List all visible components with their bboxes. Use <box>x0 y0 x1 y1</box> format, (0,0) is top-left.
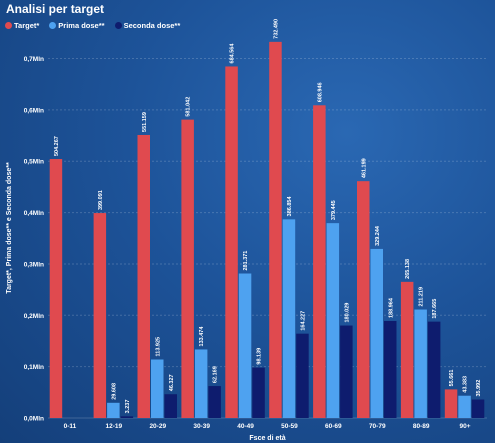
bar <box>252 367 265 418</box>
data-label: 98.139 <box>257 348 263 365</box>
data-label: 379.445 <box>331 200 337 220</box>
bar <box>107 402 120 418</box>
bar <box>120 416 134 418</box>
bar <box>296 333 309 418</box>
data-label: 386.854 <box>287 196 293 217</box>
data-label: 187.665 <box>432 299 438 319</box>
legend-label: Seconda dose** <box>123 20 181 30</box>
bar <box>384 320 397 418</box>
x-tick-label: 0-11 <box>64 423 77 430</box>
legend-label: Prima dose** <box>58 20 105 30</box>
data-label: 29.608 <box>111 383 117 400</box>
data-label: 3.237 <box>125 400 131 414</box>
legend: Target* Prima dose** Seconda dose** <box>5 19 186 31</box>
data-label: 43.383 <box>463 376 469 393</box>
legend-swatch <box>5 21 12 29</box>
data-label: 684.564 <box>230 43 236 64</box>
bar <box>269 41 282 419</box>
bar <box>151 359 164 418</box>
data-label: 281.371 <box>243 251 249 271</box>
y-tick-label: 0,2Mln <box>24 313 44 320</box>
data-label: 211.219 <box>419 287 425 307</box>
bar <box>313 105 326 418</box>
x-tick-label: 50-59 <box>281 423 298 430</box>
y-tick-label: 0,0Mln <box>24 416 44 423</box>
bar <box>194 349 208 418</box>
bar <box>471 399 485 418</box>
bar <box>93 213 107 418</box>
bar <box>444 389 458 418</box>
y-axis-title: Target*, Prima dose** e Seconda dose** <box>6 162 13 294</box>
legend-item[interactable]: Prima dose** <box>49 20 105 30</box>
data-label: 133.474 <box>199 326 205 347</box>
x-tick-label: 12-19 <box>106 423 123 430</box>
x-tick-label: 70-79 <box>369 423 386 430</box>
bar <box>208 386 221 418</box>
data-label: 180.029 <box>344 303 350 323</box>
data-label: 461.199 <box>361 158 367 178</box>
data-label: 164.227 <box>300 311 306 331</box>
bar <box>164 394 177 418</box>
data-label: 551.159 <box>142 112 148 132</box>
x-tick-label: 60-69 <box>325 423 342 430</box>
data-label: 265.138 <box>405 259 411 279</box>
y-tick-label: 0,3Mln <box>24 261 44 268</box>
data-label: 608.946 <box>317 82 323 102</box>
data-label: 188.964 <box>388 297 394 318</box>
data-label: 329.244 <box>375 225 381 246</box>
bar <box>282 219 296 418</box>
data-label: 62.169 <box>213 366 219 383</box>
x-tick-label: 20-29 <box>149 423 166 430</box>
data-label: 732.490 <box>273 19 279 39</box>
data-label: 581.042 <box>186 97 192 117</box>
data-label: 504.267 <box>54 136 60 156</box>
bar <box>370 248 383 418</box>
bar <box>414 309 427 418</box>
bar <box>326 223 340 418</box>
bar <box>49 159 63 419</box>
x-tick-label: 80-89 <box>413 423 430 430</box>
legend-swatch <box>114 21 122 29</box>
chart-title: Analisi per target <box>6 2 105 16</box>
data-label: 46.327 <box>169 374 175 391</box>
bar <box>225 66 238 418</box>
bar <box>137 134 150 418</box>
legend-swatch <box>49 21 57 29</box>
x-tick-label: 40-49 <box>237 423 254 430</box>
y-tick-label: 0,7Mln <box>24 56 44 63</box>
bar <box>238 273 252 418</box>
x-tick-label: 30-39 <box>193 423 210 430</box>
legend-item[interactable]: Target* <box>5 21 39 30</box>
data-label: 399.091 <box>98 190 104 210</box>
legend-label: Target* <box>14 20 40 30</box>
legend-item[interactable]: Seconda dose** <box>114 20 181 30</box>
bar <box>427 321 441 418</box>
y-tick-label: 0,5Mln <box>24 159 44 166</box>
y-tick-label: 0,1Mln <box>24 364 44 371</box>
y-tick-label: 0,4Mln <box>24 210 44 217</box>
x-axis-title: Fsce di età <box>249 435 285 442</box>
bar <box>458 395 471 418</box>
bar <box>181 119 194 419</box>
bar <box>400 281 414 418</box>
x-tick-label: 90+ <box>460 423 471 430</box>
data-label: 55.661 <box>449 370 455 387</box>
bar <box>357 181 370 418</box>
bar <box>340 325 353 418</box>
data-label: 35.992 <box>476 380 482 397</box>
y-tick-label: 0,6Mln <box>24 107 44 114</box>
data-label: 113.925 <box>155 337 161 357</box>
